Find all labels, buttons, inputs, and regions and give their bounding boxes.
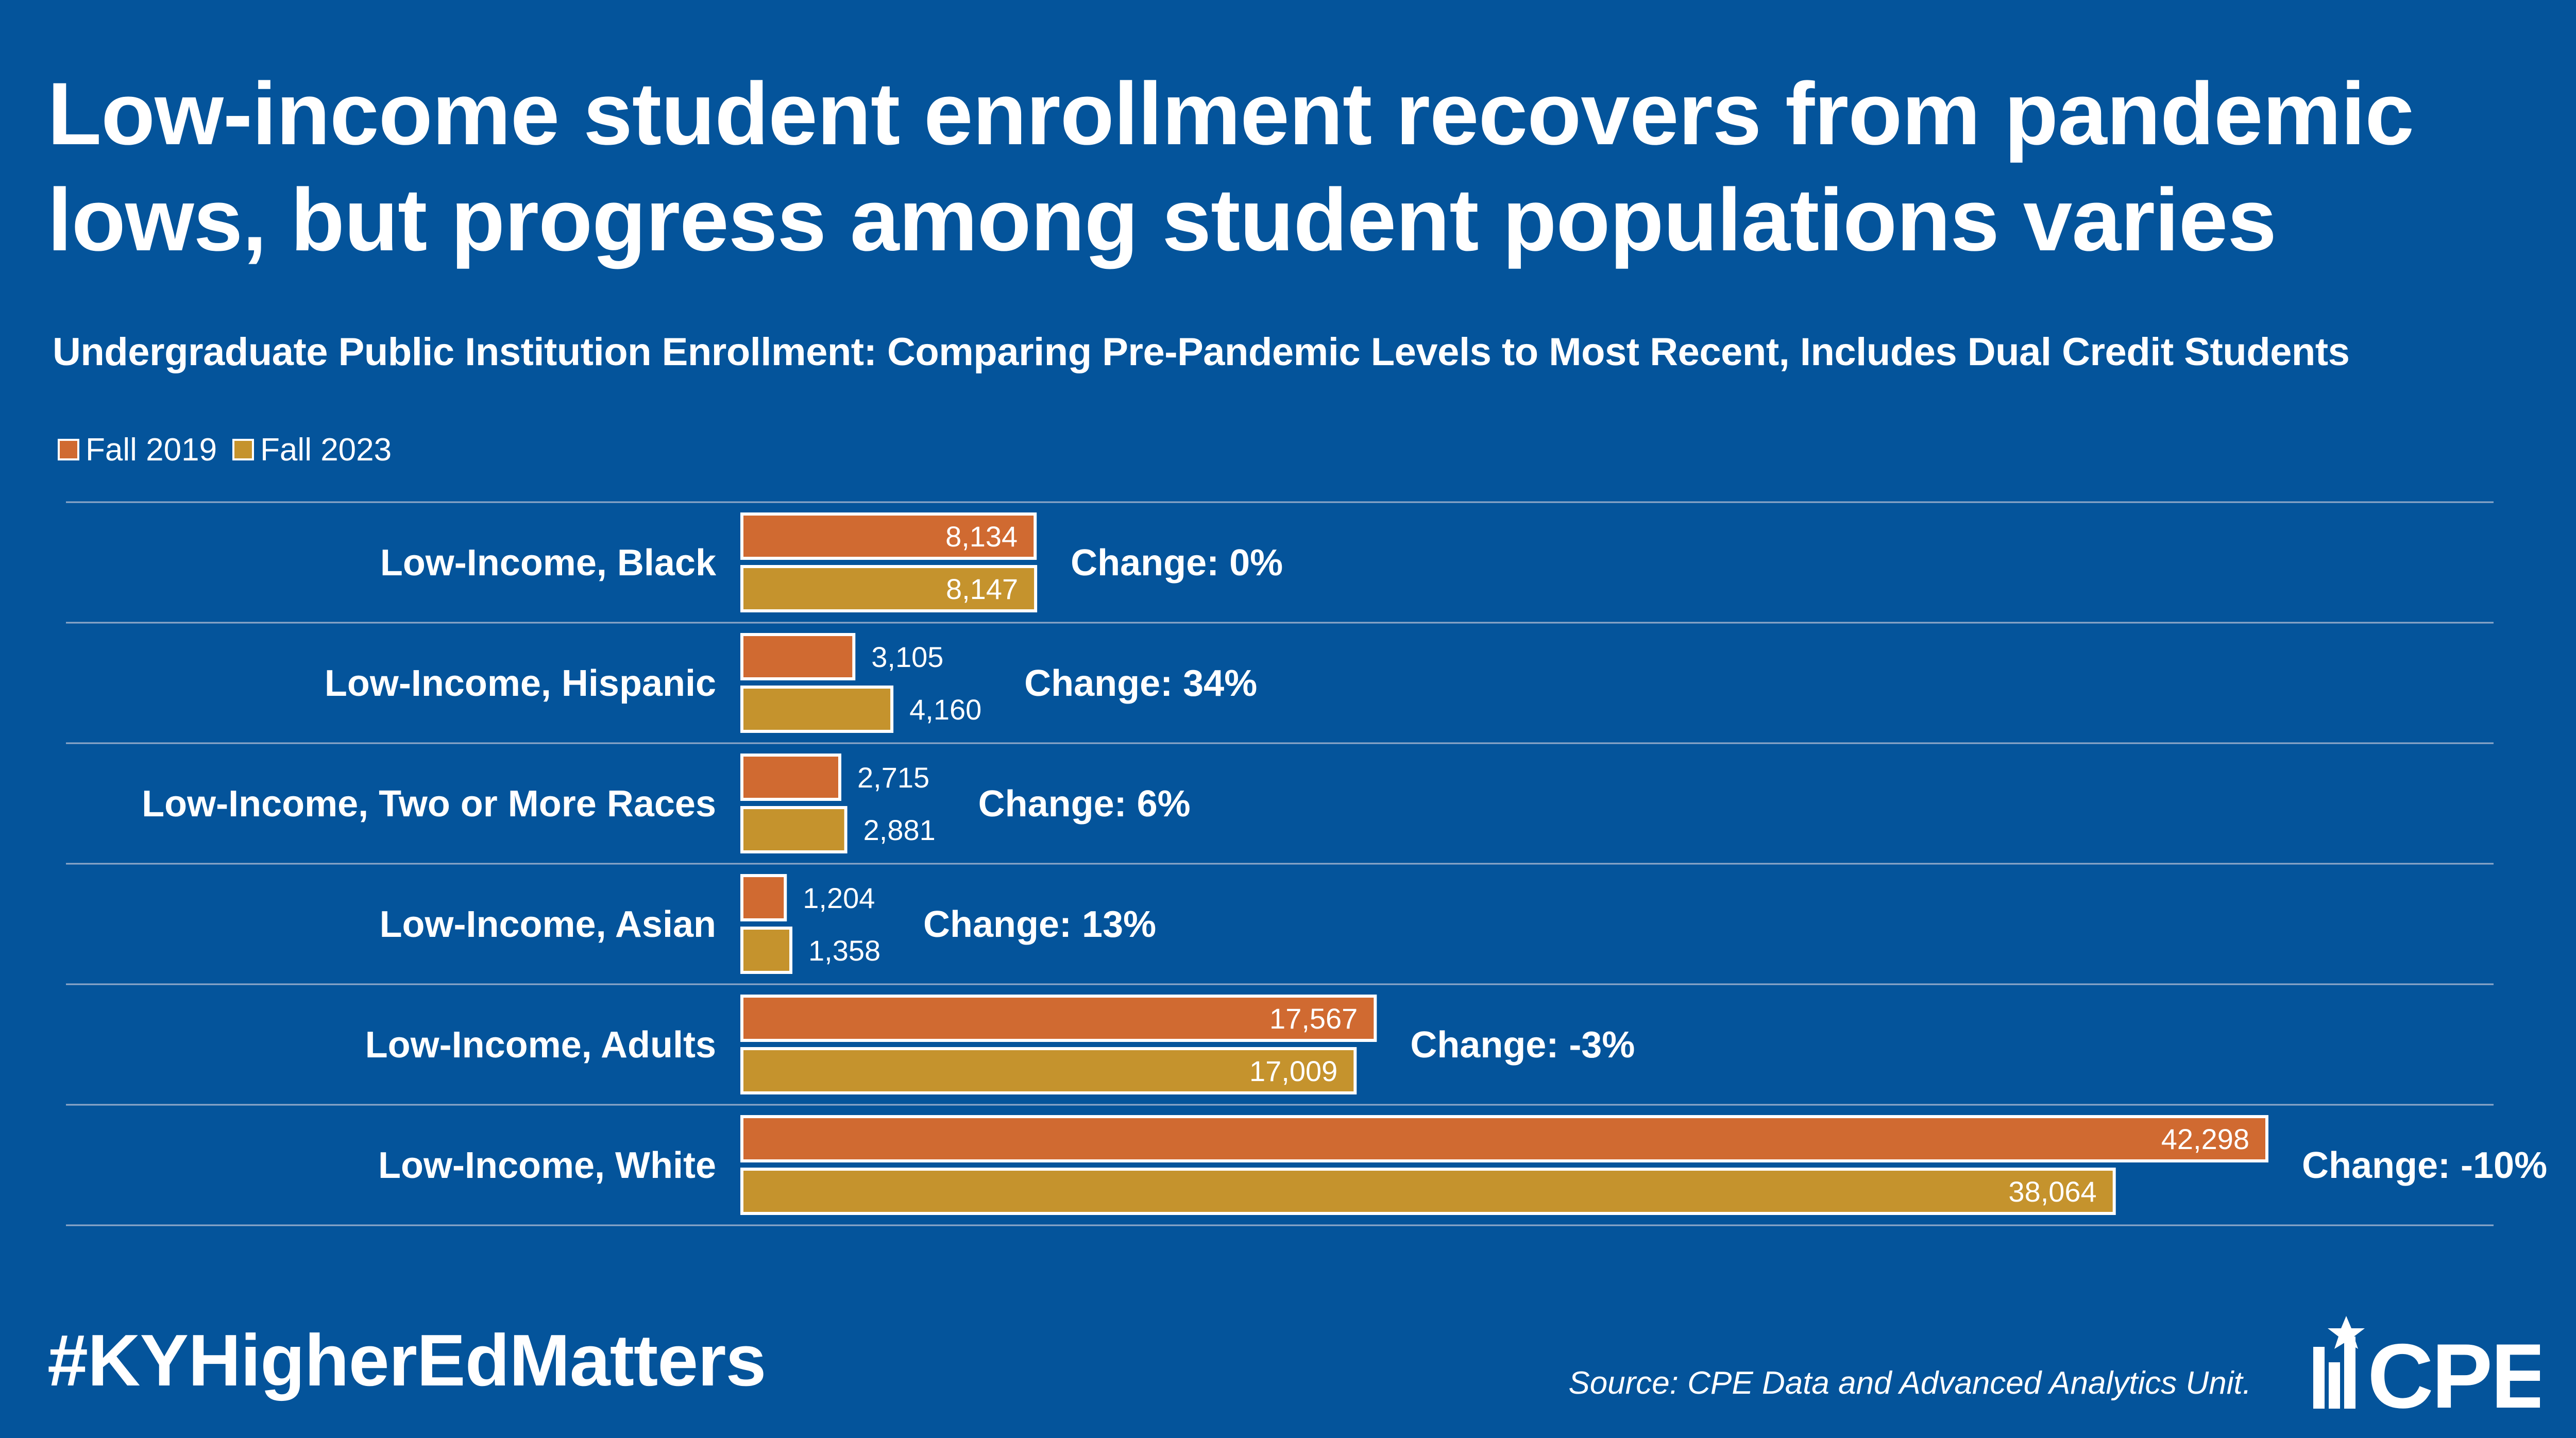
change-label-low-income-two-or-more-races: Change: 6% <box>978 783 1191 825</box>
cpe-logo: CPE <box>2313 1316 2540 1419</box>
legend-swatch-fall-2019 <box>58 439 79 460</box>
change-label-low-income-black: Change: 0% <box>1071 542 1283 584</box>
change-label-low-income-hispanic: Change: 34% <box>1024 663 1257 704</box>
source-note: Source: CPE Data and Advanced Analytics … <box>1568 1365 2251 1401</box>
legend-label-fall-2023: Fall 2023 <box>260 432 392 468</box>
bar-fall-2019-low-income-asian <box>740 874 787 921</box>
bar-fall-2019-low-income-hispanic <box>740 633 856 680</box>
data-label-fall-2023-low-income-two-or-more-races: 2,881 <box>863 814 936 846</box>
category-label-low-income-two-or-more-races: Low-Income, Two or More Races <box>142 783 716 825</box>
change-label-low-income-adults: Change: -3% <box>1410 1024 1635 1066</box>
chart-legend: Fall 2019 Fall 2023 <box>58 432 407 468</box>
data-label-fall-2019-low-income-two-or-more-races: 2,715 <box>857 761 929 794</box>
data-label-fall-2019-low-income-black: 8,134 <box>945 520 1018 553</box>
bar-fall-2023-low-income-asian <box>740 927 793 974</box>
bar-fall-2023-low-income-black <box>740 565 1038 612</box>
category-label-low-income-white: Low-Income, White <box>378 1145 716 1186</box>
data-label-fall-2023-low-income-hispanic: 4,160 <box>909 693 981 726</box>
legend-item-fall-2019: Fall 2019 <box>58 432 217 468</box>
data-label-fall-2019-low-income-adults: 17,567 <box>1269 1002 1358 1035</box>
hashtag: #KYHigherEdMatters <box>47 1320 766 1401</box>
data-label-fall-2023-low-income-black: 8,147 <box>946 573 1018 605</box>
bar-fall-2019-low-income-white <box>740 1115 2268 1162</box>
category-label-low-income-hispanic: Low-Income, Hispanic <box>325 663 716 704</box>
bar-fall-2019-low-income-adults <box>740 995 1377 1042</box>
bar-fall-2023-low-income-two-or-more-races <box>740 806 848 853</box>
category-label-low-income-black: Low-Income, Black <box>380 542 717 584</box>
data-label-fall-2019-low-income-asian: 1,204 <box>803 882 875 914</box>
bar-fall-2019-low-income-black <box>740 512 1037 560</box>
data-label-fall-2023-low-income-white: 38,064 <box>2008 1175 2096 1208</box>
bar-fall-2023-low-income-hispanic <box>740 686 894 733</box>
bar-fall-2019-low-income-two-or-more-races <box>740 754 841 801</box>
legend-item-fall-2023: Fall 2023 <box>232 432 392 468</box>
legend-label-fall-2019: Fall 2019 <box>86 432 217 468</box>
logo-text: CPE <box>2367 1325 2540 1419</box>
category-label-low-income-asian: Low-Income, Asian <box>380 904 716 945</box>
category-label-low-income-adults: Low-Income, Adults <box>365 1024 716 1066</box>
chart-subtitle: Undergraduate Public Institution Enrollm… <box>53 330 2350 374</box>
data-label-fall-2023-low-income-adults: 17,009 <box>1249 1055 1337 1087</box>
data-label-fall-2019-low-income-hispanic: 3,105 <box>871 641 943 673</box>
bar-chart: Low-Income, Black 8,134 8,147 Change: 0% Low… <box>66 501 2547 1226</box>
page-title: Low-income student enrollment recovers f… <box>47 64 2414 270</box>
logo-mark-icon <box>2313 1316 2365 1409</box>
change-label-low-income-asian: Change: 13% <box>923 904 1156 945</box>
data-label-fall-2023-low-income-asian: 1,358 <box>808 934 880 967</box>
data-label-fall-2019-low-income-white: 42,298 <box>2161 1123 2249 1155</box>
bar-fall-2023-low-income-white <box>740 1168 2116 1215</box>
bar-fall-2023-low-income-adults <box>740 1047 1357 1094</box>
change-label-low-income-white: Change: -10% <box>2302 1145 2547 1186</box>
legend-swatch-fall-2023 <box>232 439 255 460</box>
